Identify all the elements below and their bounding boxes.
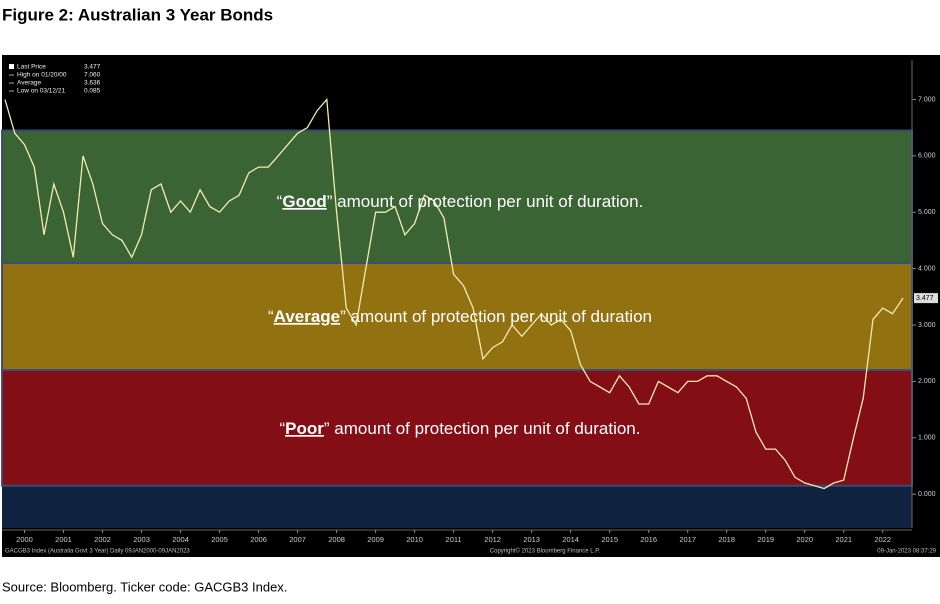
x-tick-label: 2002 xyxy=(94,535,111,544)
band-label-quote: “ xyxy=(268,307,274,326)
below-zone xyxy=(2,485,912,528)
band-label: “Good” amount of protection per unit of … xyxy=(277,192,644,211)
last-price-tag-label: 3.477 xyxy=(916,295,934,302)
y-tick-label: 2.000 xyxy=(918,378,936,385)
footer-left: GACGB3 Index (Australia Govt 3 Year) Dai… xyxy=(5,549,190,555)
x-tick-label: 2018 xyxy=(718,535,735,544)
last-price-tag xyxy=(914,293,938,304)
band xyxy=(1,369,913,487)
legend-name: Low on 03/12/21 xyxy=(17,88,65,95)
band xyxy=(1,129,913,264)
x-tick-label: 2005 xyxy=(211,535,228,544)
x-tick-label: 2009 xyxy=(367,535,384,544)
x-tick-label: 2017 xyxy=(679,535,696,544)
band-label-text: ” amount of protection per unit of durat… xyxy=(340,307,652,326)
legend-value: 3.636 xyxy=(84,80,101,87)
legend-name: Average xyxy=(17,80,41,87)
x-tick-label: 2008 xyxy=(328,535,345,544)
band-label-word: Average xyxy=(274,307,340,326)
x-tick-label: 2021 xyxy=(835,535,852,544)
legend-value: 3.477 xyxy=(84,64,101,71)
x-tick-label: 2016 xyxy=(640,535,657,544)
figure-title: Figure 2: Australian 3 Year Bonds xyxy=(2,5,273,24)
x-tick-label: 2012 xyxy=(484,535,501,544)
band-label: “Poor” amount of protection per unit of … xyxy=(280,419,641,438)
source-note: Source: Bloomberg. Ticker code: GACGB3 I… xyxy=(2,579,287,594)
x-tick-label: 2007 xyxy=(289,535,306,544)
x-tick-label: 2022 xyxy=(874,535,891,544)
x-tick-label: 2010 xyxy=(406,535,423,544)
y-tick-label: 4.000 xyxy=(918,265,936,272)
y-tick-label: 0.000 xyxy=(918,491,936,498)
band xyxy=(1,261,913,372)
footer-right: 09-Jan-2023 08:37:29 xyxy=(877,549,936,555)
y-tick-label: 6.000 xyxy=(918,153,936,160)
x-tick-label: 2013 xyxy=(523,535,540,544)
band-label-quote: “ xyxy=(280,419,286,438)
legend-name: High on 01/20/00 xyxy=(17,72,67,79)
band-label: “Average” amount of protection per unit … xyxy=(268,307,652,326)
x-tick-label: 2015 xyxy=(601,535,618,544)
band-label-text: ” amount of protection per unit of durat… xyxy=(324,419,641,438)
x-tick-label: 2020 xyxy=(796,535,813,544)
legend-value: 7.060 xyxy=(84,72,101,79)
x-tick-label: 2006 xyxy=(250,535,267,544)
x-tick-label: 2019 xyxy=(757,535,774,544)
x-tick-label: 2011 xyxy=(446,535,462,544)
x-tick-label: 2000 xyxy=(16,535,33,544)
legend-value: 0.085 xyxy=(84,88,101,95)
x-tick-label: 2001 xyxy=(55,535,72,544)
x-tick-label: 2004 xyxy=(172,535,189,544)
band-label-quote: “ xyxy=(277,192,283,211)
y-tick-label: 1.000 xyxy=(918,435,936,442)
band-label-word: Good xyxy=(282,192,326,211)
legend-name: Last Price xyxy=(17,64,46,71)
footer-center: Copyright© 2023 Bloomberg Finance L.P. xyxy=(490,548,601,555)
price-line xyxy=(4,97,904,490)
x-tick-label: 2003 xyxy=(133,535,150,544)
band-label-word: Poor xyxy=(285,419,324,438)
y-tick-label: 3.000 xyxy=(918,322,936,329)
y-tick-label: 7.000 xyxy=(918,96,936,103)
legend-swatch xyxy=(9,64,14,69)
x-tick-label: 2014 xyxy=(562,535,579,544)
band-label-text: ” amount of protection per unit of durat… xyxy=(327,192,644,211)
y-tick-label: 5.000 xyxy=(918,209,936,216)
